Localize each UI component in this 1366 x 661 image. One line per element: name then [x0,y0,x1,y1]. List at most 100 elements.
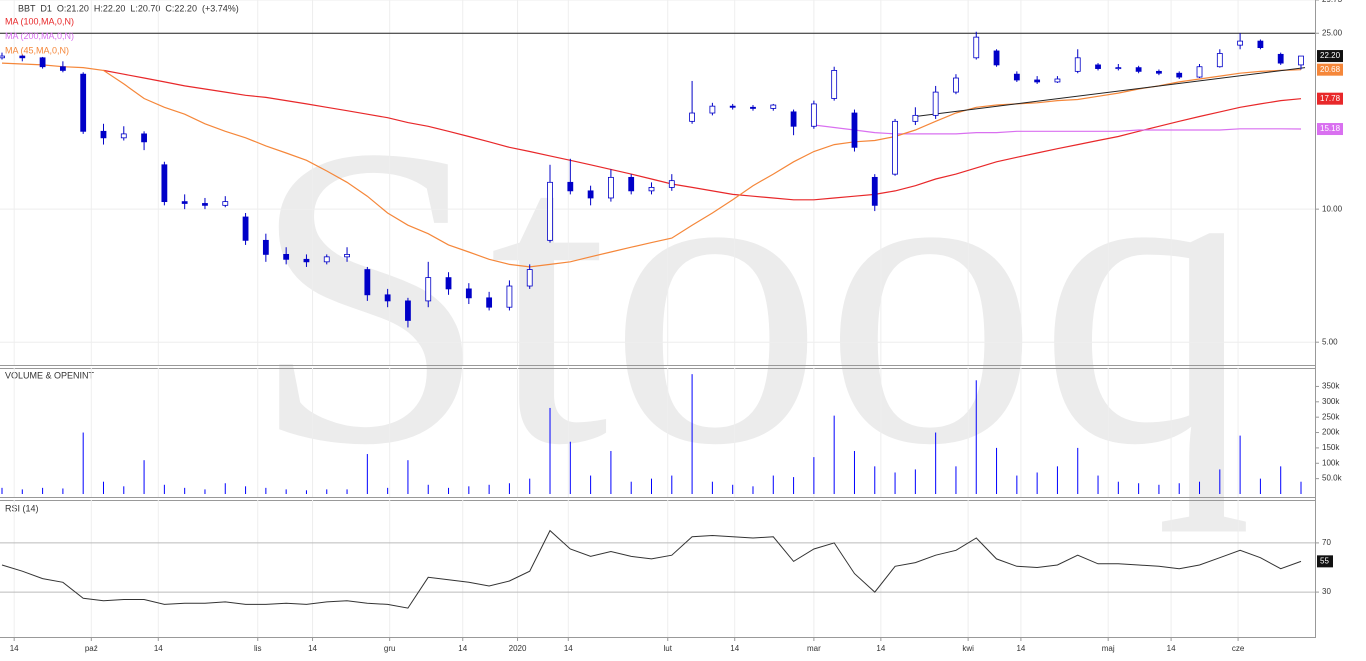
candle-body [587,190,594,199]
candle-body [344,253,350,258]
moving-average [1,62,1302,268]
candle-body [628,176,635,192]
y-tick-label: 5.00 [1322,337,1338,346]
volume-bar [874,466,876,494]
candle-body [547,181,553,241]
volume-bar [1280,466,1282,494]
candle-body [161,164,168,203]
last-price: 22.20 [1320,51,1341,60]
volume-bar [427,484,429,494]
volume-bar [1259,478,1261,494]
candle-body [932,91,939,116]
volume-bar [691,374,693,494]
candle-body [871,176,878,206]
last-value-box [1317,555,1333,568]
volume-bar [265,487,267,494]
candle-body [1034,79,1041,83]
candle-body [445,277,452,290]
volume-bar [488,484,490,494]
candle-body [668,180,675,188]
volume-bar [448,487,450,494]
volume-bar [21,489,23,494]
candle-body [465,288,472,299]
x-tick-label: 14 [154,644,163,653]
volume-bar [711,481,713,494]
candle-body [851,112,858,148]
candle-body [1074,57,1081,72]
y-tick-label: 30 [1322,587,1331,596]
candle-body [202,203,208,206]
volume-bar [1178,483,1180,494]
volume-bar [996,447,998,494]
x-tick-label: 2020 [509,644,527,653]
volume-bar [651,478,652,494]
candle-body [1298,55,1304,66]
volume-bar [1219,469,1221,494]
volume-bar [123,486,125,494]
y-tick-label: 25.00 [1322,28,1343,37]
volume-bar [245,486,247,494]
legend-entry: MA (45,MA,0,N) [5,45,69,55]
candle-body [1013,73,1020,81]
volume-bar [285,489,287,494]
candle-body [709,105,716,114]
volume-bar [853,450,855,494]
candle-body [323,256,330,263]
last-value-box [1317,92,1343,105]
last-value: 17.78 [1320,94,1341,103]
candle-body [648,186,655,192]
candle-body [1176,72,1183,78]
x-tick-label: lut [664,644,673,653]
x-tick-label: 14 [308,644,317,653]
last-value: 20.68 [1320,65,1341,74]
x-tick-label: 14 [10,644,19,653]
x-tick-label: mar [807,644,821,653]
volume-bar [163,484,165,494]
candle-body [1237,40,1244,46]
x-tick-label: 14 [458,644,467,653]
candle-body [689,112,695,122]
volume-bar [407,460,409,494]
y-tick-label: 10.00 [1322,204,1343,213]
volume-bar [387,487,389,494]
x-tick-label: kwi [962,644,974,653]
last-value-box [1317,63,1343,76]
candle-body [729,105,736,108]
y-tick-label: 150k [1322,443,1340,452]
y-tick-label: 50.0k [1322,474,1343,483]
candle-body [1216,53,1223,68]
candle-body [1135,67,1142,72]
candle-body [486,297,493,308]
candle-body [1196,66,1203,78]
volume-bar [1117,481,1119,494]
candle-body [750,106,756,109]
candle-body [1277,53,1284,64]
candle-body [831,70,838,99]
volume-bar [793,477,795,494]
volume-bar [1300,481,1302,494]
candle-body [973,36,980,59]
candle-body [19,55,26,59]
x-tick-label: 14 [1016,644,1025,653]
legend-entry: MA (200,MA,0,N) [5,31,74,41]
panel-frames [0,0,1316,638]
volume-bar [1077,447,1079,494]
volume-bar [82,432,84,494]
y-tick-label: 200k [1322,428,1340,437]
candle-body [100,130,107,139]
candle-body [1257,40,1264,49]
candle-body [770,104,777,109]
volume-bar [468,486,470,494]
x-tick-label: paź [85,644,98,653]
candle-body [0,55,5,59]
volume-bar [752,486,754,494]
volume-bar [1239,435,1241,494]
moving-average [103,69,1302,201]
last-price-box [1317,50,1343,63]
candle-body [262,239,269,255]
volume-bar [326,489,328,494]
volume-bar [1056,466,1058,494]
volume-bar [549,407,551,494]
volume-bar [1036,472,1038,494]
